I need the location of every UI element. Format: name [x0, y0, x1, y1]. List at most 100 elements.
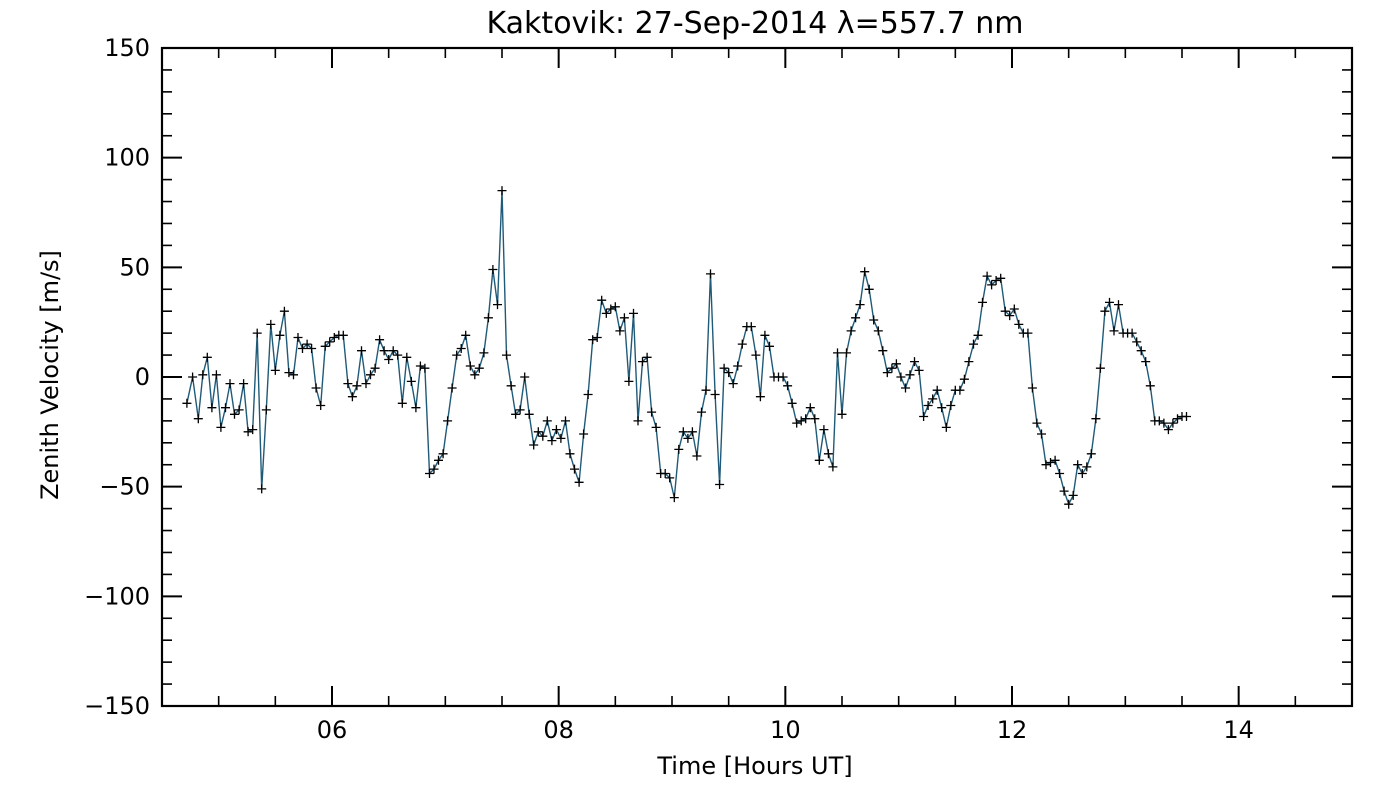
chart-title: Kaktovik: 27-Sep-2014 λ=557.7 nm	[487, 6, 1024, 41]
data-point-marker	[198, 370, 208, 380]
data-point-marker	[660, 469, 670, 478]
data-point-marker	[561, 416, 570, 426]
data-point-marker	[891, 359, 901, 369]
data-point-marker	[520, 372, 530, 382]
y-tick-label: 0	[135, 363, 150, 391]
data-point-marker	[787, 398, 797, 408]
data-point-marker	[542, 416, 552, 426]
data-point-marker	[366, 370, 375, 380]
data-point-marker	[855, 300, 865, 310]
data-point-marker	[851, 313, 861, 323]
data-point-marker	[959, 374, 969, 384]
data-point-marker	[261, 405, 271, 415]
data-point-marker	[202, 352, 212, 362]
data-point-marker	[239, 379, 249, 389]
data-point-marker	[638, 357, 647, 367]
data-point-marker	[188, 372, 198, 382]
data-point-marker	[1095, 363, 1105, 373]
data-point-marker	[182, 398, 192, 408]
data-point-marker	[1086, 449, 1096, 459]
data-point-marker	[1000, 306, 1010, 316]
data-point-marker	[1073, 460, 1083, 470]
data-point-marker	[692, 451, 702, 461]
data-point-marker	[860, 267, 870, 277]
data-point-marker	[529, 440, 539, 450]
data-point-marker	[728, 379, 738, 389]
data-point-marker	[978, 297, 987, 307]
data-point-marker	[302, 339, 312, 349]
data-point-marker	[1182, 412, 1191, 421]
data-point-marker	[701, 385, 711, 395]
data-point-marker	[289, 370, 298, 380]
data-point-marker	[846, 326, 856, 336]
data-point-marker	[706, 269, 715, 279]
data-point-marker	[1046, 458, 1055, 467]
data-point-marker	[678, 427, 688, 437]
data-point-marker	[1168, 418, 1178, 428]
data-point-marker	[1154, 416, 1164, 426]
data-point-marker	[533, 427, 543, 437]
data-point-marker	[1059, 486, 1069, 496]
data-point-marker	[946, 401, 956, 410]
data-point-marker	[307, 344, 317, 353]
data-point-marker	[610, 302, 620, 312]
data-point-marker	[361, 379, 371, 389]
data-point-marker	[570, 464, 579, 474]
data-point-marker	[1114, 300, 1123, 310]
data-point-marker	[506, 381, 516, 391]
data-point-marker	[1064, 499, 1074, 509]
data-point-marker	[320, 341, 330, 351]
data-point-marker	[828, 462, 838, 472]
data-point-marker	[284, 368, 294, 378]
data-point-marker	[452, 350, 462, 360]
data-point-marker	[221, 403, 230, 413]
data-point-marker	[669, 493, 679, 503]
data-point-marker	[937, 403, 947, 413]
data-point-marker	[438, 449, 448, 459]
data-point-marker	[434, 455, 443, 465]
data-point-marker	[216, 422, 226, 432]
data-point-marker	[502, 350, 511, 360]
data-point-marker	[1132, 337, 1142, 347]
data-point-marker	[910, 357, 919, 367]
data-point-marker	[778, 372, 788, 382]
data-point-marker	[415, 361, 425, 371]
data-point-marker	[497, 186, 507, 196]
data-point-marker	[1127, 328, 1137, 338]
data-point-marker	[443, 416, 453, 426]
data-point-marker	[279, 306, 289, 316]
data-point-marker	[397, 398, 407, 408]
data-point-marker	[316, 401, 326, 410]
data-point-marker	[796, 416, 806, 426]
plot-frame	[160, 46, 1354, 708]
data-point-marker	[1027, 383, 1037, 393]
data-point-marker	[547, 436, 557, 446]
data-point-marker	[243, 427, 253, 437]
data-point-marker	[429, 464, 439, 474]
data-point-marker	[932, 385, 942, 395]
data-point-marker	[842, 348, 851, 358]
data-point-marker	[642, 352, 652, 362]
data-point-marker	[211, 370, 221, 380]
data-point-marker	[588, 335, 598, 345]
data-point-marker	[470, 370, 480, 380]
data-point-marker	[792, 418, 802, 428]
data-point-marker	[479, 348, 489, 358]
data-point-marker	[737, 339, 747, 349]
data-point-marker	[465, 361, 475, 371]
data-point-marker	[819, 425, 829, 435]
data-point-marker	[919, 412, 929, 421]
data-point-marker	[905, 370, 915, 380]
data-point-marker	[420, 363, 430, 373]
data-point-marker	[511, 409, 521, 419]
data-point-marker	[687, 427, 697, 437]
data-point-marker	[597, 295, 607, 305]
data-point-marker	[1105, 297, 1114, 307]
data-point-marker	[266, 319, 276, 329]
y-tick-label: 100	[104, 144, 150, 172]
data-point-marker	[411, 403, 421, 413]
data-point-marker	[338, 330, 348, 340]
data-point-marker	[715, 480, 725, 489]
data-point-marker	[733, 361, 743, 371]
data-point-marker	[357, 346, 366, 356]
